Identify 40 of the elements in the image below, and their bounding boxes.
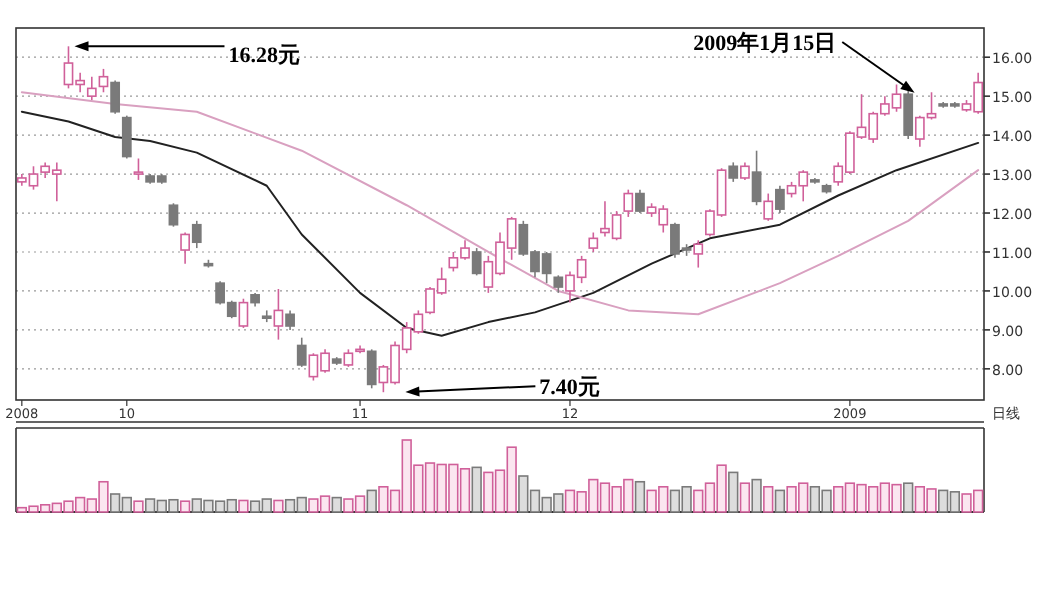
bar bbox=[273, 499, 284, 513]
bar bbox=[471, 466, 482, 513]
bar bbox=[763, 486, 774, 513]
bar bbox=[331, 496, 342, 513]
bar bbox=[903, 482, 914, 513]
candlestick bbox=[728, 161, 739, 183]
candlestick bbox=[366, 348, 377, 390]
bar bbox=[728, 471, 739, 513]
candlestick bbox=[471, 247, 482, 277]
bar bbox=[133, 500, 144, 513]
candlestick bbox=[763, 192, 774, 222]
candlestick bbox=[588, 231, 599, 253]
candlestick bbox=[86, 75, 97, 101]
candlestick bbox=[110, 79, 121, 115]
candlestick bbox=[133, 157, 144, 181]
candlestick bbox=[775, 184, 785, 214]
candlestick bbox=[635, 188, 645, 214]
annotation: 16.28元 bbox=[228, 44, 300, 69]
line-series bbox=[20, 91, 980, 316]
candlestick bbox=[296, 336, 307, 368]
bar bbox=[739, 482, 751, 513]
candlestick bbox=[98, 68, 109, 94]
annotation: 2009年1月15日 bbox=[693, 30, 837, 56]
bar bbox=[179, 500, 191, 513]
bar bbox=[238, 499, 249, 513]
candlestick bbox=[121, 114, 132, 160]
bar bbox=[751, 478, 762, 513]
candlestick bbox=[623, 188, 634, 218]
bar bbox=[774, 489, 786, 513]
candlestick bbox=[751, 149, 762, 207]
bar bbox=[366, 489, 377, 513]
annotation: 7.40元 bbox=[539, 376, 600, 401]
bar bbox=[634, 480, 646, 513]
candlestick bbox=[273, 288, 284, 341]
candlestick bbox=[168, 202, 179, 228]
candlestick bbox=[180, 231, 190, 265]
candlestick bbox=[693, 239, 704, 269]
candlestick bbox=[191, 220, 202, 249]
candlestick bbox=[238, 297, 249, 329]
candlestick bbox=[285, 309, 295, 331]
